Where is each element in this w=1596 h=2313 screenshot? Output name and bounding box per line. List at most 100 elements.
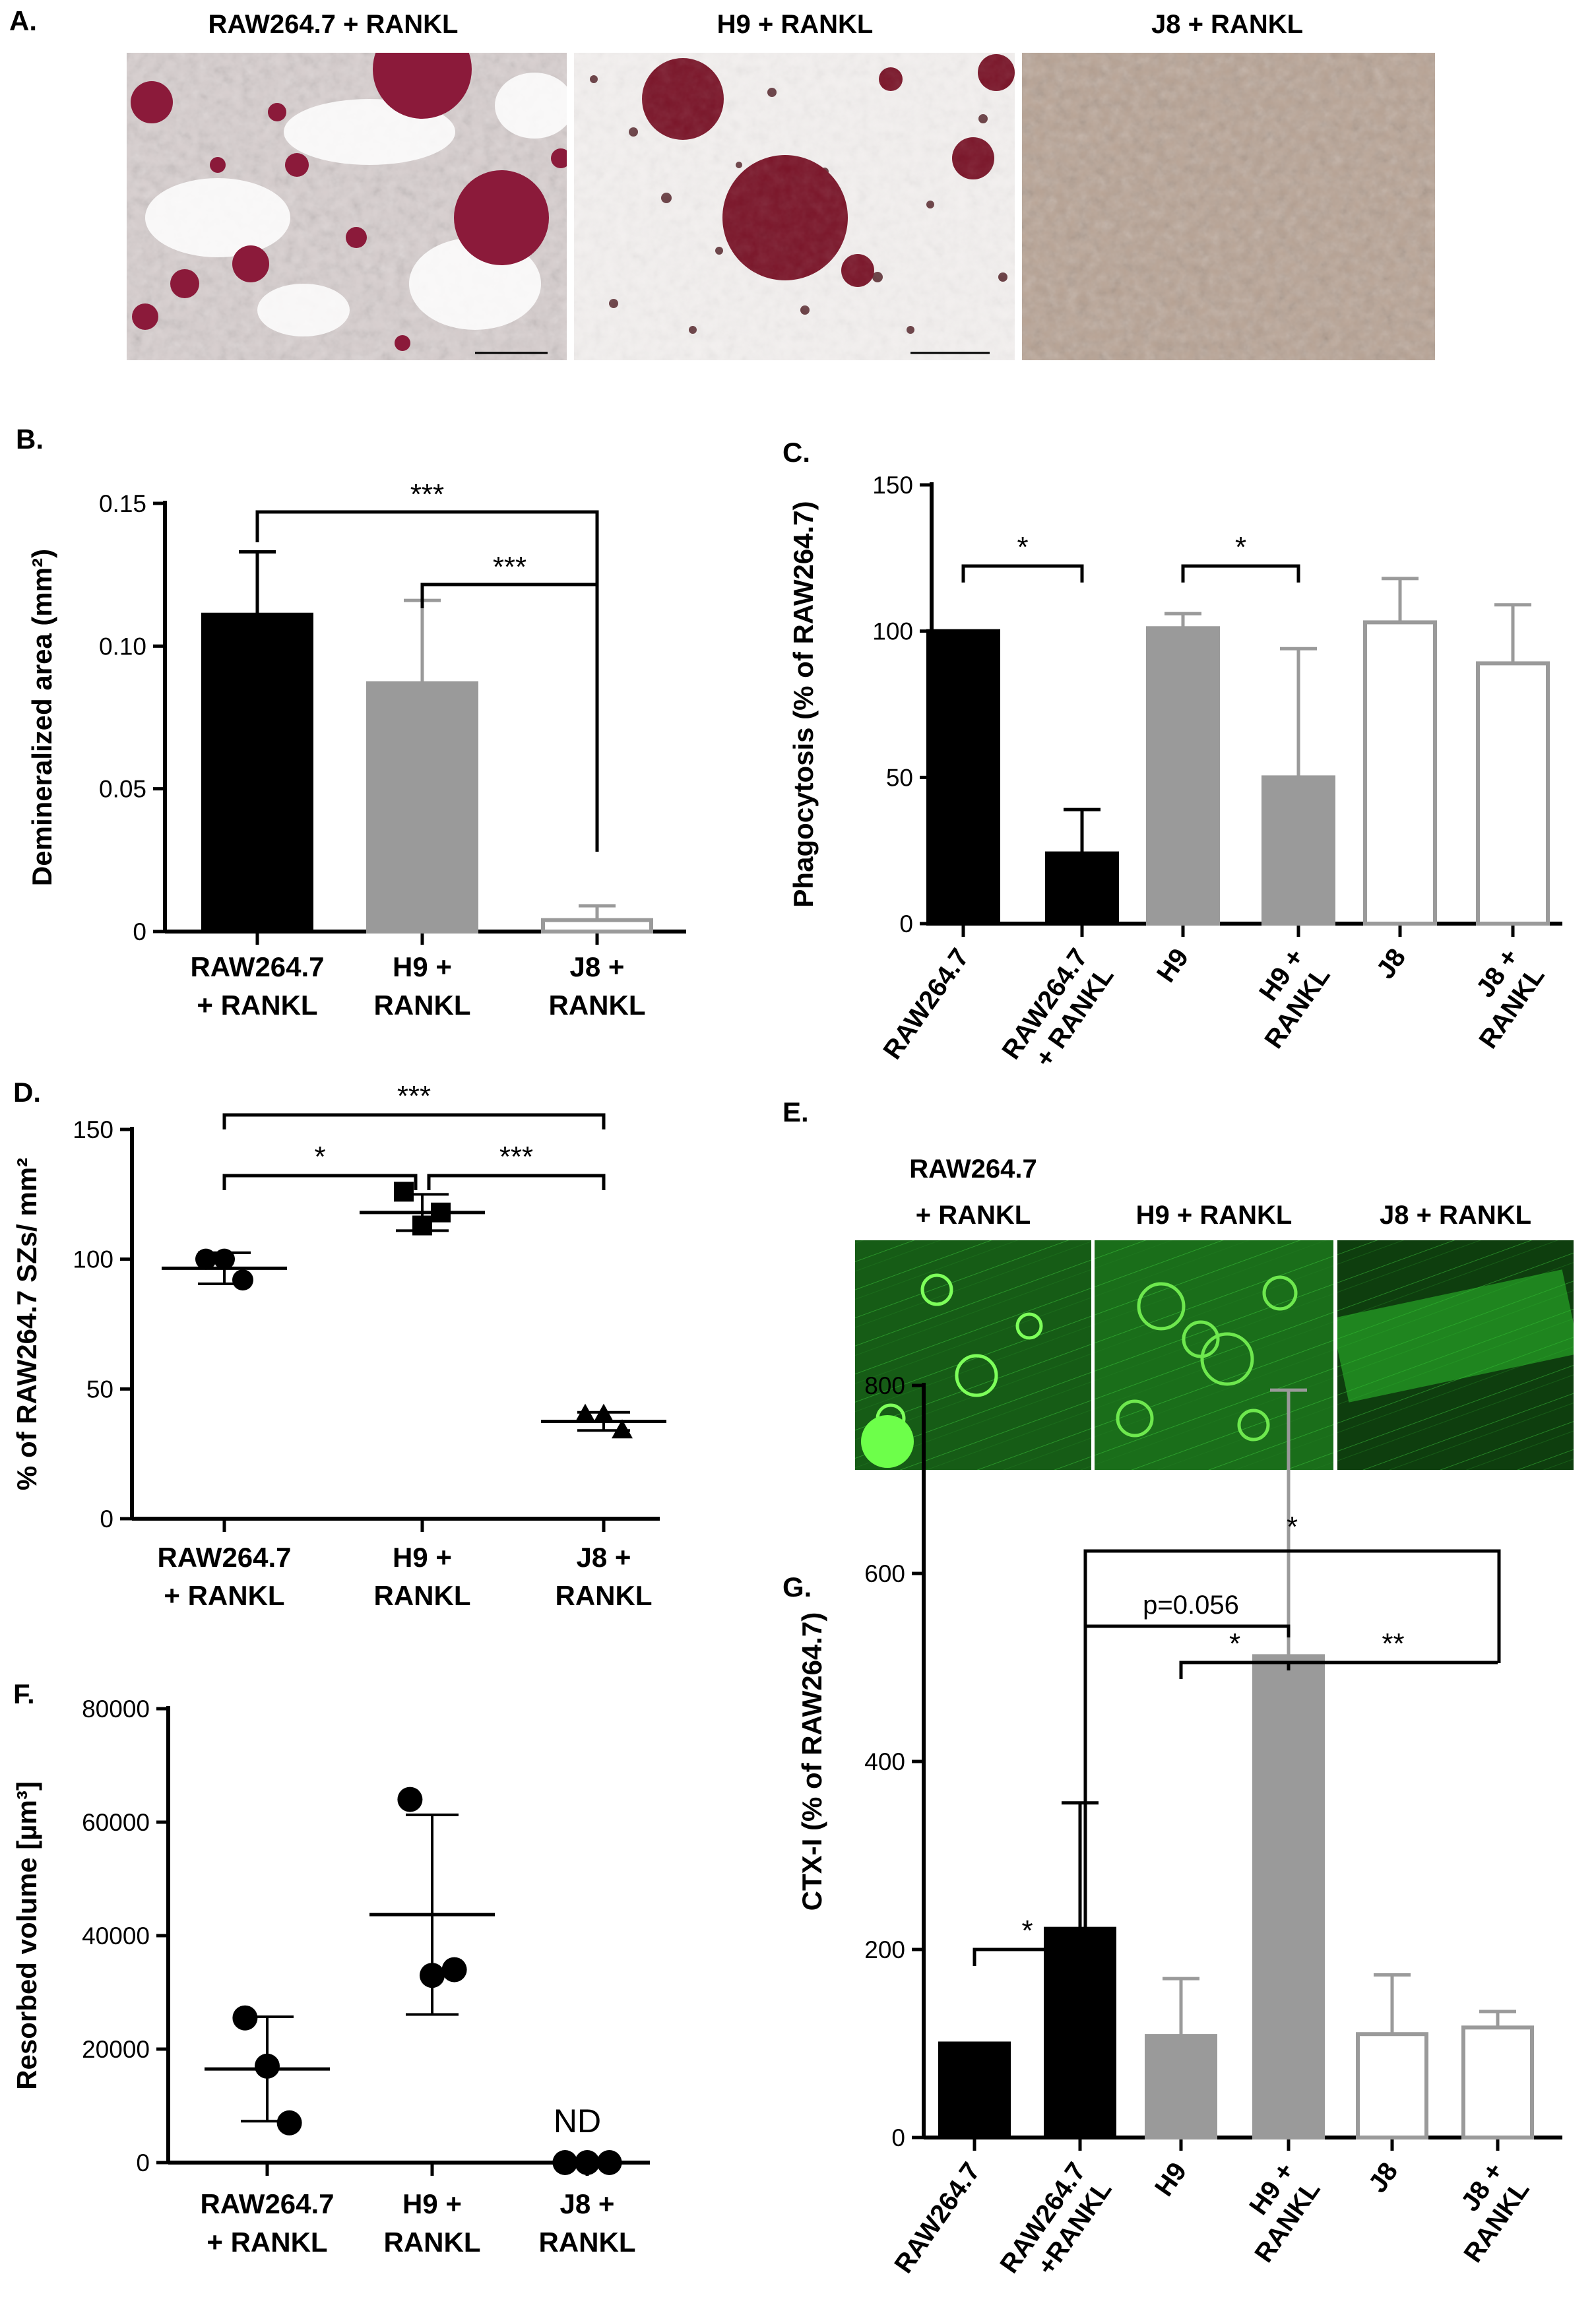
- x-category-label-F: RANKL: [539, 2227, 636, 2258]
- data-point-D: [394, 1182, 414, 1202]
- data-point-F: [441, 1957, 467, 1982]
- significance-label-G: *: [1229, 1628, 1240, 1660]
- y-tick-label-G: 600: [864, 1560, 905, 1587]
- significance-bracket-C: [1181, 564, 1300, 583]
- significance-bracket-D: [427, 1174, 606, 1190]
- data-point-F: [420, 1963, 445, 1988]
- y-tick-label-D: 0: [100, 1505, 113, 1533]
- x-category-line-C: RAW264.7: [878, 943, 974, 1065]
- significance-label-D: ***: [499, 1141, 533, 1173]
- x-category-label-B: H9 +: [393, 951, 452, 982]
- y-tick-label-F: 40000: [82, 1922, 150, 1949]
- significance-bracket-B: [255, 510, 599, 852]
- x-category-line-C: H9: [1151, 943, 1194, 988]
- significance-label-C: *: [1017, 531, 1028, 563]
- significance-bracket-D: [222, 1113, 606, 1129]
- x-category-label-B: + RANKL: [197, 990, 317, 1021]
- data-point-D: [575, 1403, 596, 1423]
- y-tick-label-D: 150: [73, 1116, 113, 1143]
- data-point-F: [575, 2150, 600, 2175]
- y-tick-label-F: 60000: [82, 1809, 150, 1836]
- x-category-label-D: RANKL: [556, 1580, 653, 1611]
- x-category-line-G: RAW264.7: [889, 2157, 986, 2279]
- significance-bracket-B: [420, 583, 597, 608]
- micrograph-e1-title-line1: RAW264.7: [909, 1155, 1037, 1184]
- panel-label-g: G.: [782, 1571, 812, 1602]
- x-category-label-D: RAW264.7: [157, 1542, 291, 1573]
- significance-bracket-D: [222, 1174, 418, 1190]
- y-axis-label-G: CTX-I (% of RAW264.7): [796, 1612, 827, 1911]
- y-tick-label-G: 400: [864, 1748, 905, 1775]
- micrograph-e2-title: H9 + RANKL: [1136, 1201, 1293, 1230]
- micrograph-j8-rankl: [1022, 53, 1435, 360]
- x-category-label-D: J8 +: [577, 1542, 631, 1573]
- y-tick-label-G: 0: [891, 2124, 905, 2151]
- data-point-F: [596, 2150, 622, 2175]
- x-category-line-G: H9: [1149, 2157, 1192, 2202]
- p-value-bracket-G: [1085, 1624, 1291, 1637]
- micrograph-a3-title: J8 + RANKL: [1151, 10, 1303, 39]
- significance-label-D: *: [314, 1141, 325, 1173]
- panel-label-c: C.: [782, 437, 810, 468]
- x-category-label-C: H9 +RANKL: [1233, 943, 1336, 1054]
- y-tick-label-C: 100: [872, 618, 913, 645]
- y-tick-label-B: 0.05: [99, 776, 146, 803]
- x-category-label-G: H9: [1149, 2157, 1192, 2202]
- significance-label-C: *: [1235, 531, 1246, 563]
- y-axis-label-C: Phagocytosis (% of RAW264.7): [788, 501, 819, 907]
- bar-G: [1461, 2025, 1534, 2139]
- x-category-label-D: + RANKL: [164, 1580, 284, 1611]
- p-value-label-G: p=0.056: [1143, 1591, 1239, 1620]
- bar-G: [1356, 2032, 1428, 2139]
- y-tick-label-C: 0: [899, 910, 913, 937]
- bar-C: [1476, 661, 1550, 926]
- x-category-label-C: H9: [1151, 943, 1194, 988]
- y-tick-label-D: 50: [86, 1376, 113, 1403]
- significance-bracket-G: [1287, 1661, 1498, 1670]
- micrograph-a1-title: RAW264.7 + RANKL: [208, 10, 459, 39]
- x-category-label-F: J8 +: [560, 2188, 615, 2219]
- data-point-D: [232, 1269, 253, 1291]
- significance-bracket-G: [973, 1948, 1082, 1966]
- y-tick-label-F: 20000: [82, 2036, 150, 2063]
- data-point-F: [276, 2110, 302, 2136]
- bar-B: [201, 612, 313, 934]
- y-tick-label-B: 0.15: [99, 490, 146, 517]
- bar-B: [541, 918, 653, 934]
- data-point-D: [412, 1215, 432, 1236]
- y-axis-label-F: Resorbed volume [µm³]: [11, 1781, 42, 2090]
- bar-G: [1252, 1654, 1325, 2139]
- x-category-label-B: RAW264.7: [190, 951, 324, 982]
- x-category-label-F: + RANKL: [207, 2227, 327, 2258]
- x-category-label-C: J8 +RANKL: [1448, 943, 1550, 1054]
- x-category-label-C: RAW264.7: [878, 943, 974, 1065]
- x-category-label-F: H9 +: [402, 2188, 462, 2219]
- data-point-F: [255, 2053, 280, 2079]
- bar-G: [938, 2041, 1011, 2139]
- significance-bracket-C: [961, 564, 1084, 583]
- y-tick-label-C: 50: [886, 764, 913, 791]
- x-category-label-F: RANKL: [384, 2227, 481, 2258]
- x-category-label-B: J8 +: [570, 951, 625, 982]
- fluorescence-raw-rankl: [855, 1240, 1091, 1470]
- x-category-label-F: RAW264.7: [200, 2188, 334, 2219]
- y-tick-label-F: 0: [136, 2149, 150, 2176]
- chart-f: 0 20000 40000 60000 80000 Resorbed volume [µm…: [11, 1695, 650, 2258]
- chart-b: 0 0.05 0.10 0.15 Demineralized area (mm²) RAW…: [26, 478, 686, 1021]
- bar-C: [1045, 851, 1119, 926]
- chart-d: 0 50 100 150 % of RAW264.7 SZs/ mm² RAW264.7 +…: [11, 1080, 666, 1611]
- significance-label-B: ***: [410, 478, 444, 511]
- bar-C: [1363, 620, 1437, 926]
- panel-label-b: B.: [16, 424, 44, 455]
- x-category-label-B: RANKL: [374, 990, 471, 1021]
- bar-C: [926, 629, 1000, 926]
- significance-label-D: ***: [397, 1080, 431, 1112]
- significance-bracket-G: [1083, 1549, 1501, 1968]
- y-tick-label-G: 800: [864, 1372, 905, 1399]
- x-category-label-G: J8: [1363, 2157, 1404, 2198]
- y-axis-label-D: % of RAW264.7 SZs/ mm²: [11, 1158, 42, 1490]
- chart-c: 0 50 100 150 Phagocytosis (% of RAW264.7) RAW…: [788, 472, 1562, 1073]
- data-point-D: [612, 1419, 633, 1439]
- y-tick-label-B: 0: [133, 918, 146, 945]
